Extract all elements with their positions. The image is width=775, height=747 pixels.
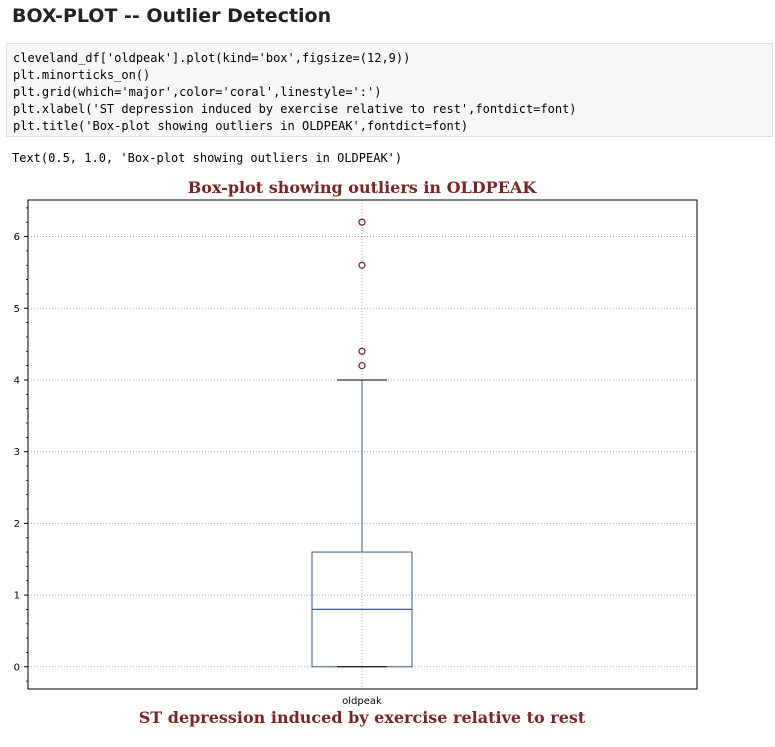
y-tick-label: 0 [14, 662, 20, 673]
code-cell[interactable]: cleveland_df['oldpeak'].plot(kind='box',… [6, 43, 773, 137]
code-line: plt.title('Box-plot showing outliers in … [13, 119, 469, 133]
outlier-point [358, 218, 366, 226]
outlier-point [358, 261, 366, 269]
chart-title: Box-plot showing outliers in OLDPEAK [188, 178, 538, 197]
grid-layer [28, 200, 697, 689]
page-heading: BOX-PLOT -- Outlier Detection [12, 5, 332, 27]
code-line: plt.xlabel('ST depression induced by exe… [13, 102, 577, 116]
y-tick-label: 3 [14, 447, 20, 458]
x-axis-label: ST depression induced by exercise relati… [139, 708, 586, 727]
code-line: plt.minorticks_on() [13, 68, 151, 82]
box-plot-svg: Box-plot showing outliers in OLDPEAK 0 1 2… [14, 178, 698, 727]
cell-output: Text(0.5, 1.0, 'Box-plot showing outlier… [12, 151, 403, 165]
y-tick-label: 5 [14, 304, 20, 315]
box-plot-figure: Box-plot showing outliers in OLDPEAK 0 1 2… [0, 172, 775, 747]
outlier-point [358, 347, 366, 355]
box-layer [311, 218, 413, 668]
y-tick-label: 2 [14, 519, 20, 530]
y-tick-label: 1 [14, 591, 20, 602]
y-axis: 0 1 2 3 4 5 6 [14, 207, 28, 682]
outlier-point [358, 362, 366, 370]
code-line: cleveland_df['oldpeak'].plot(kind='box',… [13, 51, 411, 65]
y-tick-label: 6 [14, 232, 20, 243]
axes-frame [27, 199, 698, 690]
y-tick-label: 4 [14, 375, 20, 386]
code-line: plt.grid(which='major',color='coral',lin… [13, 85, 382, 99]
x-tick-label: oldpeak [342, 696, 382, 707]
